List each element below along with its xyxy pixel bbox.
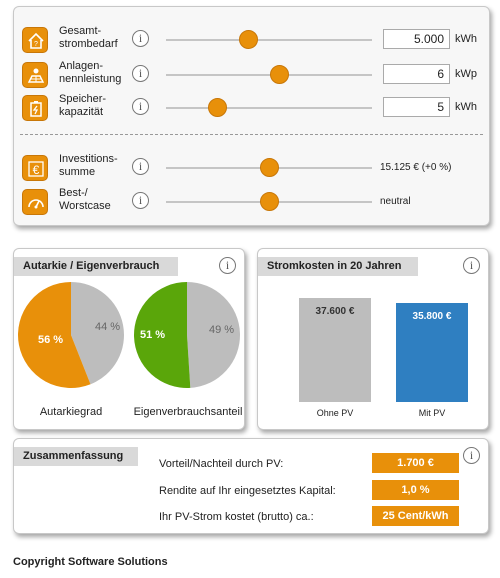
- autarkiegrad-main-slice: [18, 282, 91, 388]
- summary-value-vorteil: 1.700 €: [372, 453, 459, 473]
- bar-mit-pv-category: Mit PV: [418, 408, 446, 418]
- dashed-separator: [20, 134, 483, 135]
- anlagen-info-icon[interactable]: i: [132, 65, 149, 82]
- speicher-slider-thumb[interactable]: [208, 98, 227, 117]
- bar-mit-pv-value: 35.800 €: [412, 310, 452, 322]
- solar-panel-icon: [22, 62, 48, 88]
- euro-icon: €: [22, 155, 48, 181]
- bar-ohne-pv-category: Ohne PV: [316, 408, 354, 418]
- autarkiegrad-rest-label: 44 %: [95, 321, 120, 333]
- summary-value-rendite: 1,0 %: [372, 480, 459, 500]
- copyright-text: Copyright Software Solutions: [13, 556, 168, 568]
- autarkie-panel: Autarkie / Eigenverbrauch i 56 % 44 % Au…: [13, 248, 245, 430]
- row-strombedarf: ? Gesamt- strombedarf i 5.000 kWh: [14, 25, 489, 55]
- speicher-unit: kWh: [455, 101, 477, 113]
- anlagen-slider-thumb[interactable]: [269, 65, 289, 84]
- house-question-icon: ?: [22, 27, 48, 53]
- anlagen-unit: kWp: [455, 68, 477, 80]
- strombedarf-unit: kWh: [455, 33, 477, 45]
- summary-label-rendite: Rendite auf Ihr eingesetztes Kapital:: [159, 485, 336, 497]
- bar-mit-pv: [396, 302, 468, 402]
- stromkosten-info-icon[interactable]: i: [463, 257, 480, 274]
- eigenverbrauch-pie: 51 % 49 %: [133, 282, 240, 388]
- bestworst-info-icon[interactable]: i: [132, 192, 149, 209]
- stromkosten-title: Stromkosten in 20 Jahren: [258, 257, 418, 276]
- row-anlagen: Anlagen- nennleistung i 6 kWp: [14, 60, 489, 90]
- eigenverbrauch-rest-label: 49 %: [209, 324, 234, 336]
- anlagen-slider-track[interactable]: [166, 74, 372, 76]
- summary-value-strompreis: 25 Cent/kWh: [372, 506, 459, 526]
- row-bestworst: Best-/ Worstcase i neutral: [14, 187, 489, 217]
- strombedarf-label: Gesamt- strombedarf: [59, 25, 118, 50]
- summary-label-vorteil: Vorteil/Nachteil durch PV:: [159, 458, 284, 470]
- anlagen-label: Anlagen- nennleistung: [59, 60, 122, 85]
- strombedarf-slider-thumb[interactable]: [238, 30, 258, 49]
- speicher-info-icon[interactable]: i: [132, 98, 149, 115]
- autarkiegrad-pie: 56 % 44 %: [18, 282, 125, 388]
- strombedarf-slider-track[interactable]: [166, 39, 372, 41]
- summary-panel: Zusammenfassung i Vorteil/Nachteil durch…: [13, 438, 489, 534]
- investition-info-icon[interactable]: i: [132, 158, 149, 175]
- bestworst-value: neutral: [380, 196, 411, 207]
- eigenverbrauch-rest-slice: [187, 282, 240, 388]
- bar-ohne-pv-value: 37.600 €: [315, 306, 355, 317]
- row-investition: € Investitions- summe i 15.125 € (+0 %): [14, 153, 489, 183]
- bestworst-slider-thumb[interactable]: [259, 192, 279, 211]
- eigenverbrauch-caption: Eigenverbrauchsanteil: [133, 406, 243, 418]
- row-speicher: Speicher- kapazität i 5 kWh: [14, 93, 489, 123]
- input-panel: ? Gesamt- strombedarf i 5.000 kWh Anlage…: [13, 6, 490, 226]
- speicher-input[interactable]: 5: [383, 97, 450, 117]
- eigenverbrauch-main-slice: [133, 282, 191, 388]
- battery-icon: [22, 95, 48, 121]
- svg-text:?: ?: [34, 41, 38, 48]
- summary-title: Zusammenfassung: [14, 447, 138, 466]
- bestworst-label: Best-/ Worstcase: [59, 187, 111, 212]
- speicher-label: Speicher- kapazität: [59, 93, 107, 118]
- autarkiegrad-caption: Autarkiegrad: [39, 406, 103, 418]
- autarkie-title: Autarkie / Eigenverbrauch: [14, 257, 178, 276]
- gauge-icon: [22, 189, 48, 215]
- investition-slider-thumb[interactable]: [259, 158, 279, 177]
- speicher-slider-track[interactable]: [166, 107, 372, 109]
- bar-ohne-pv: [299, 298, 371, 402]
- eigenverbrauch-main-label: 51 %: [140, 329, 165, 341]
- investition-label: Investitions- summe: [59, 153, 118, 178]
- investition-value: 15.125 € (+0 %): [380, 162, 452, 173]
- summary-info-icon[interactable]: i: [463, 447, 480, 464]
- summary-label-strompreis: Ihr PV-Strom kostet (brutto) ca.:: [159, 511, 314, 523]
- strombedarf-input[interactable]: 5.000: [383, 29, 450, 49]
- autarkiegrad-main-label: 56 %: [38, 334, 63, 346]
- autarkiegrad-rest-slice: [71, 282, 125, 385]
- svg-text:€: €: [33, 163, 40, 177]
- autarkie-info-icon[interactable]: i: [219, 257, 236, 274]
- anlagen-input[interactable]: 6: [383, 64, 450, 84]
- stromkosten-panel: Stromkosten in 20 Jahren i 37.600 € 35.8…: [257, 248, 489, 430]
- strombedarf-info-icon[interactable]: i: [132, 30, 149, 47]
